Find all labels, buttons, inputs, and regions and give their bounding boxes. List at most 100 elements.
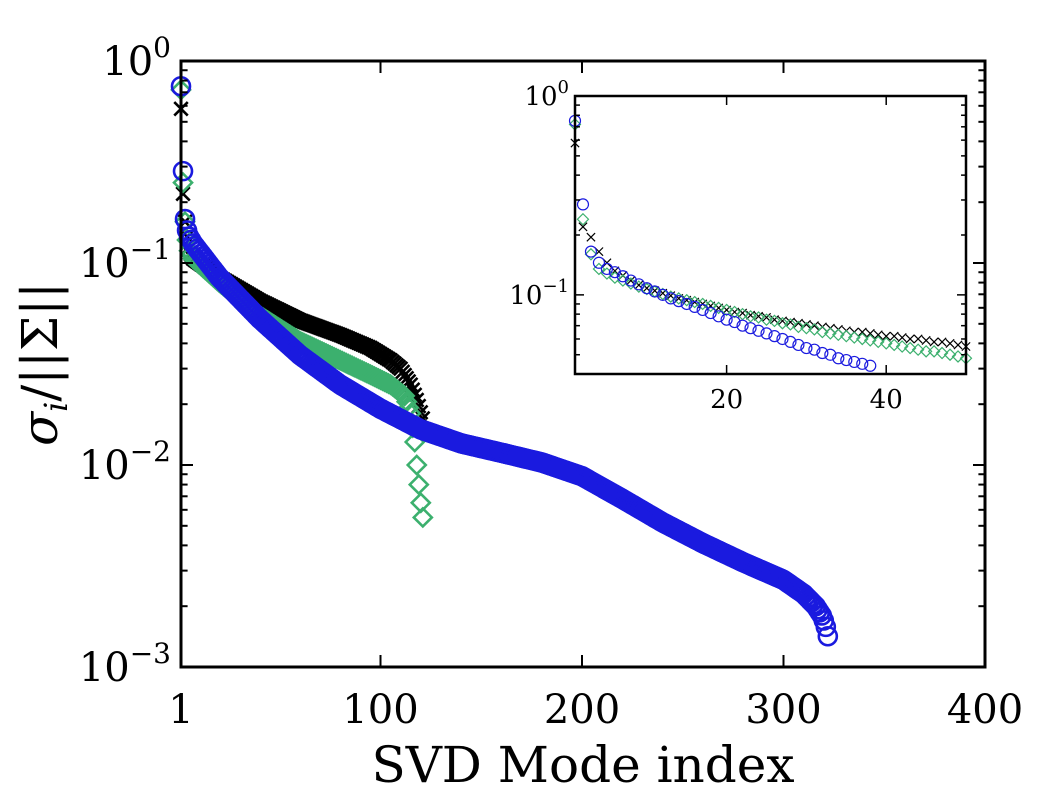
inset-point-blue (840, 353, 853, 367)
inset-point-blue (848, 355, 861, 369)
main-x-tick-label: 200 (544, 687, 620, 733)
inset-point-green (728, 305, 741, 319)
inset-point-green (895, 340, 909, 353)
inset-point-green (808, 323, 821, 336)
inset-point-blue (720, 313, 733, 326)
inset-point-blue (704, 306, 717, 320)
inset-point-blue (640, 282, 653, 295)
inset-point-black (793, 318, 803, 328)
inset-y-tick-label: 100 (524, 77, 569, 112)
inset-point-green (879, 337, 893, 350)
inset-point-green (903, 341, 917, 355)
inset-plot-area (575, 96, 966, 374)
inset-y-tick-base: 10 (524, 82, 557, 112)
inset-point-green (696, 297, 710, 311)
inset-point-green (800, 321, 813, 335)
inset-point-blue (776, 332, 789, 346)
inset-x-tick-label: 20 (710, 385, 743, 415)
inset-point-green (847, 331, 861, 344)
inset-point-blue (696, 303, 709, 317)
inset-point-green (831, 328, 845, 342)
inset-point-black (873, 330, 883, 340)
main-point-blue (815, 616, 837, 638)
inset-point-blue (744, 322, 757, 335)
main-y-tick-base: 10 (79, 443, 130, 489)
main-x-tick-labels: 1 100 200 300 400 (168, 687, 1023, 733)
inset-point-green (871, 335, 885, 349)
main-point-blue (172, 160, 194, 182)
y-axis-title-sub: i (37, 402, 75, 412)
inset-point-black (578, 222, 588, 232)
inset-point-green (744, 309, 757, 323)
inset-point-green (576, 212, 590, 226)
inset-x-tick-labels: 20 40 (710, 385, 903, 415)
inset-point-blue (632, 278, 645, 291)
inset-point-blue (688, 300, 701, 313)
inset-point-blue (680, 297, 693, 311)
inset-point-black (937, 337, 947, 347)
main-series-blue (170, 75, 839, 647)
inset-point-blue (736, 319, 749, 332)
inset-point-green (927, 344, 941, 358)
main-y-tick-label: 10−2 (79, 435, 171, 489)
inset-y-tick-exp: 0 (558, 77, 569, 98)
inset-point-blue (752, 324, 765, 337)
x-axis-title: SVD Mode index (371, 736, 794, 789)
inset-series-blue (568, 114, 877, 372)
inset-x-tick-label: 40 (870, 385, 903, 415)
inset-point-green (784, 318, 797, 331)
y-axis-title: σi/||Σ|| (11, 282, 75, 446)
inset-y-tick-base: 10 (509, 281, 542, 311)
inset-point-black (881, 331, 891, 341)
inset-point-green (768, 314, 781, 328)
y-axis-title-base: σ (11, 410, 69, 446)
main-y-tick-base: 10 (102, 39, 153, 85)
inset-point-blue (664, 292, 677, 305)
main-y-tick-label: 10−1 (79, 233, 171, 287)
inset-point-blue (624, 274, 637, 287)
main-y-tick-label: 10−3 (79, 637, 171, 691)
inset-point-green (935, 346, 949, 360)
inset-point-black (865, 328, 875, 338)
inset-point-blue (576, 198, 590, 211)
inset-point-blue (648, 285, 661, 298)
main-y-tick-label: 100 (102, 31, 171, 85)
inset-point-blue (792, 338, 805, 352)
main-point-green (172, 171, 194, 194)
inset-point-green (887, 338, 901, 352)
main-x-tick-label: 300 (745, 687, 821, 733)
inset-point-green (776, 316, 789, 330)
inset-series-layer (568, 114, 973, 372)
inset-point-green (584, 247, 598, 261)
inset-point-green (839, 329, 853, 343)
main-axes-frame (179, 59, 987, 669)
inset-point-green (752, 311, 765, 324)
inset-point-blue (864, 359, 877, 372)
main-point-blue (817, 625, 839, 647)
inset-point-green (720, 303, 733, 317)
inset-point-blue (824, 348, 837, 361)
main-point-black (175, 186, 191, 202)
y-axis-title-rest: /||Σ|| (11, 282, 69, 402)
inset-point-blue (800, 341, 813, 355)
inset-point-black (889, 331, 899, 341)
inset-point-black (921, 335, 931, 345)
inset-point-green (792, 320, 805, 334)
inset-point-green (760, 313, 773, 327)
inset-point-green (823, 327, 837, 340)
main-y-tick-base: 10 (79, 241, 130, 287)
inset-ticks (575, 95, 966, 375)
inset-point-blue (656, 288, 669, 301)
inset-point-blue (592, 256, 606, 269)
main-point-green (411, 506, 434, 529)
inset-point-green (704, 299, 718, 313)
inset-point-blue (832, 352, 845, 365)
inset-point-black (913, 334, 923, 344)
inset-point-green (600, 267, 614, 280)
main-point-green (407, 473, 430, 496)
main-point-green (393, 384, 416, 407)
main-y-tick-exp: −1 (130, 233, 171, 266)
